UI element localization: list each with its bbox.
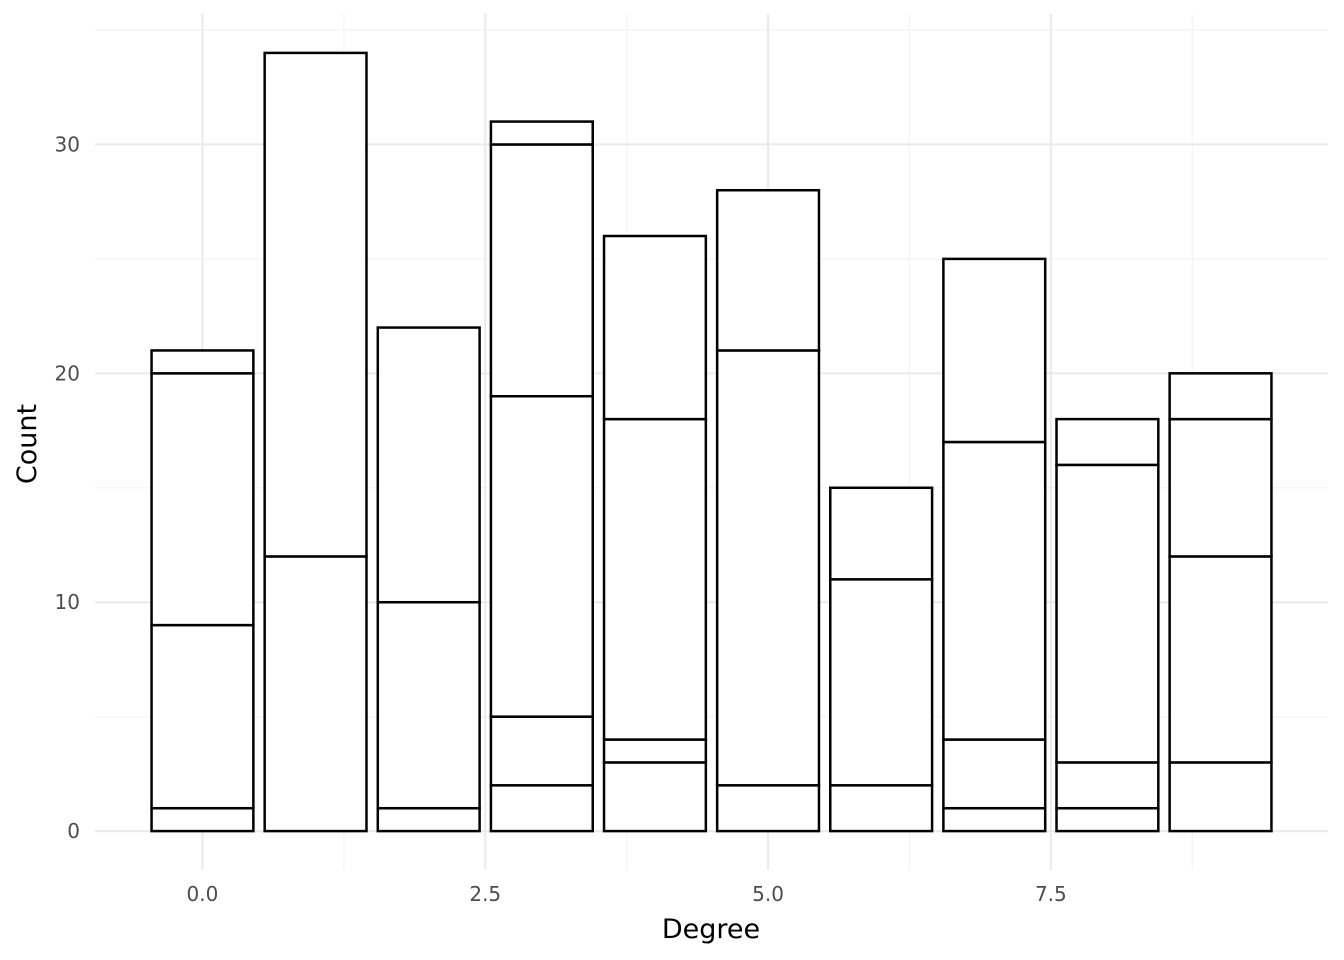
x-axis-title: Degree — [662, 914, 760, 945]
x-axis-tick-labels: 0.0 2.5 5.0 7.5 — [187, 882, 1067, 906]
x-tick-label: 2.5 — [469, 882, 501, 906]
bar-segment — [1055, 417, 1160, 467]
bar-segment — [602, 417, 708, 741]
bar-segment — [715, 784, 821, 833]
bar-segment — [602, 234, 708, 421]
bar-segment — [1168, 372, 1273, 421]
bar-segment — [829, 578, 934, 787]
bar-segment — [150, 806, 255, 833]
bar-segment — [942, 806, 1047, 833]
bar-segment — [1055, 806, 1160, 833]
bar-segment — [376, 326, 481, 604]
y-tick-label: 20 — [55, 361, 80, 385]
bar-segment — [489, 784, 594, 833]
bar-segment — [150, 372, 255, 627]
bar-segment — [942, 440, 1047, 741]
y-tick-label: 30 — [55, 132, 80, 156]
bar-segment — [715, 349, 821, 787]
x-tick-label: 0.0 — [187, 882, 219, 906]
y-axis-tick-labels: 0 10 20 30 — [55, 132, 80, 843]
x-tick-label: 7.5 — [1035, 882, 1067, 906]
bar-segment — [150, 349, 255, 375]
bar-segment — [263, 555, 368, 833]
bar-segment — [602, 738, 708, 764]
bar-segment — [942, 738, 1047, 810]
bar-segment — [1168, 417, 1273, 558]
bar-segment — [489, 143, 594, 398]
bar-segment — [1055, 463, 1160, 764]
bar-segment — [942, 257, 1047, 444]
x-tick-label: 5.0 — [752, 882, 784, 906]
y-tick-label: 10 — [55, 590, 80, 614]
y-tick-label: 0 — [67, 819, 80, 843]
bar-segment — [1055, 761, 1160, 810]
y-axis-title: Count — [12, 404, 43, 484]
stacked-bars — [150, 51, 1273, 833]
bar-segment — [376, 600, 481, 810]
bar-segment — [1168, 555, 1273, 764]
bar-segment — [150, 623, 255, 810]
bar-segment — [829, 784, 934, 833]
bar-segment — [829, 486, 934, 581]
bar-segment — [602, 761, 708, 833]
bar-segment — [489, 120, 594, 146]
bar-segment — [263, 51, 368, 558]
bar-segment — [489, 715, 594, 787]
bar-segment — [376, 806, 481, 833]
bar-segment — [715, 188, 821, 352]
bar-segment — [1168, 761, 1273, 833]
bar-segment — [489, 394, 594, 718]
